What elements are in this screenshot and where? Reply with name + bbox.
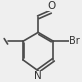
Text: N: N bbox=[34, 71, 42, 81]
Text: O: O bbox=[48, 1, 56, 11]
Text: Br: Br bbox=[69, 36, 80, 46]
